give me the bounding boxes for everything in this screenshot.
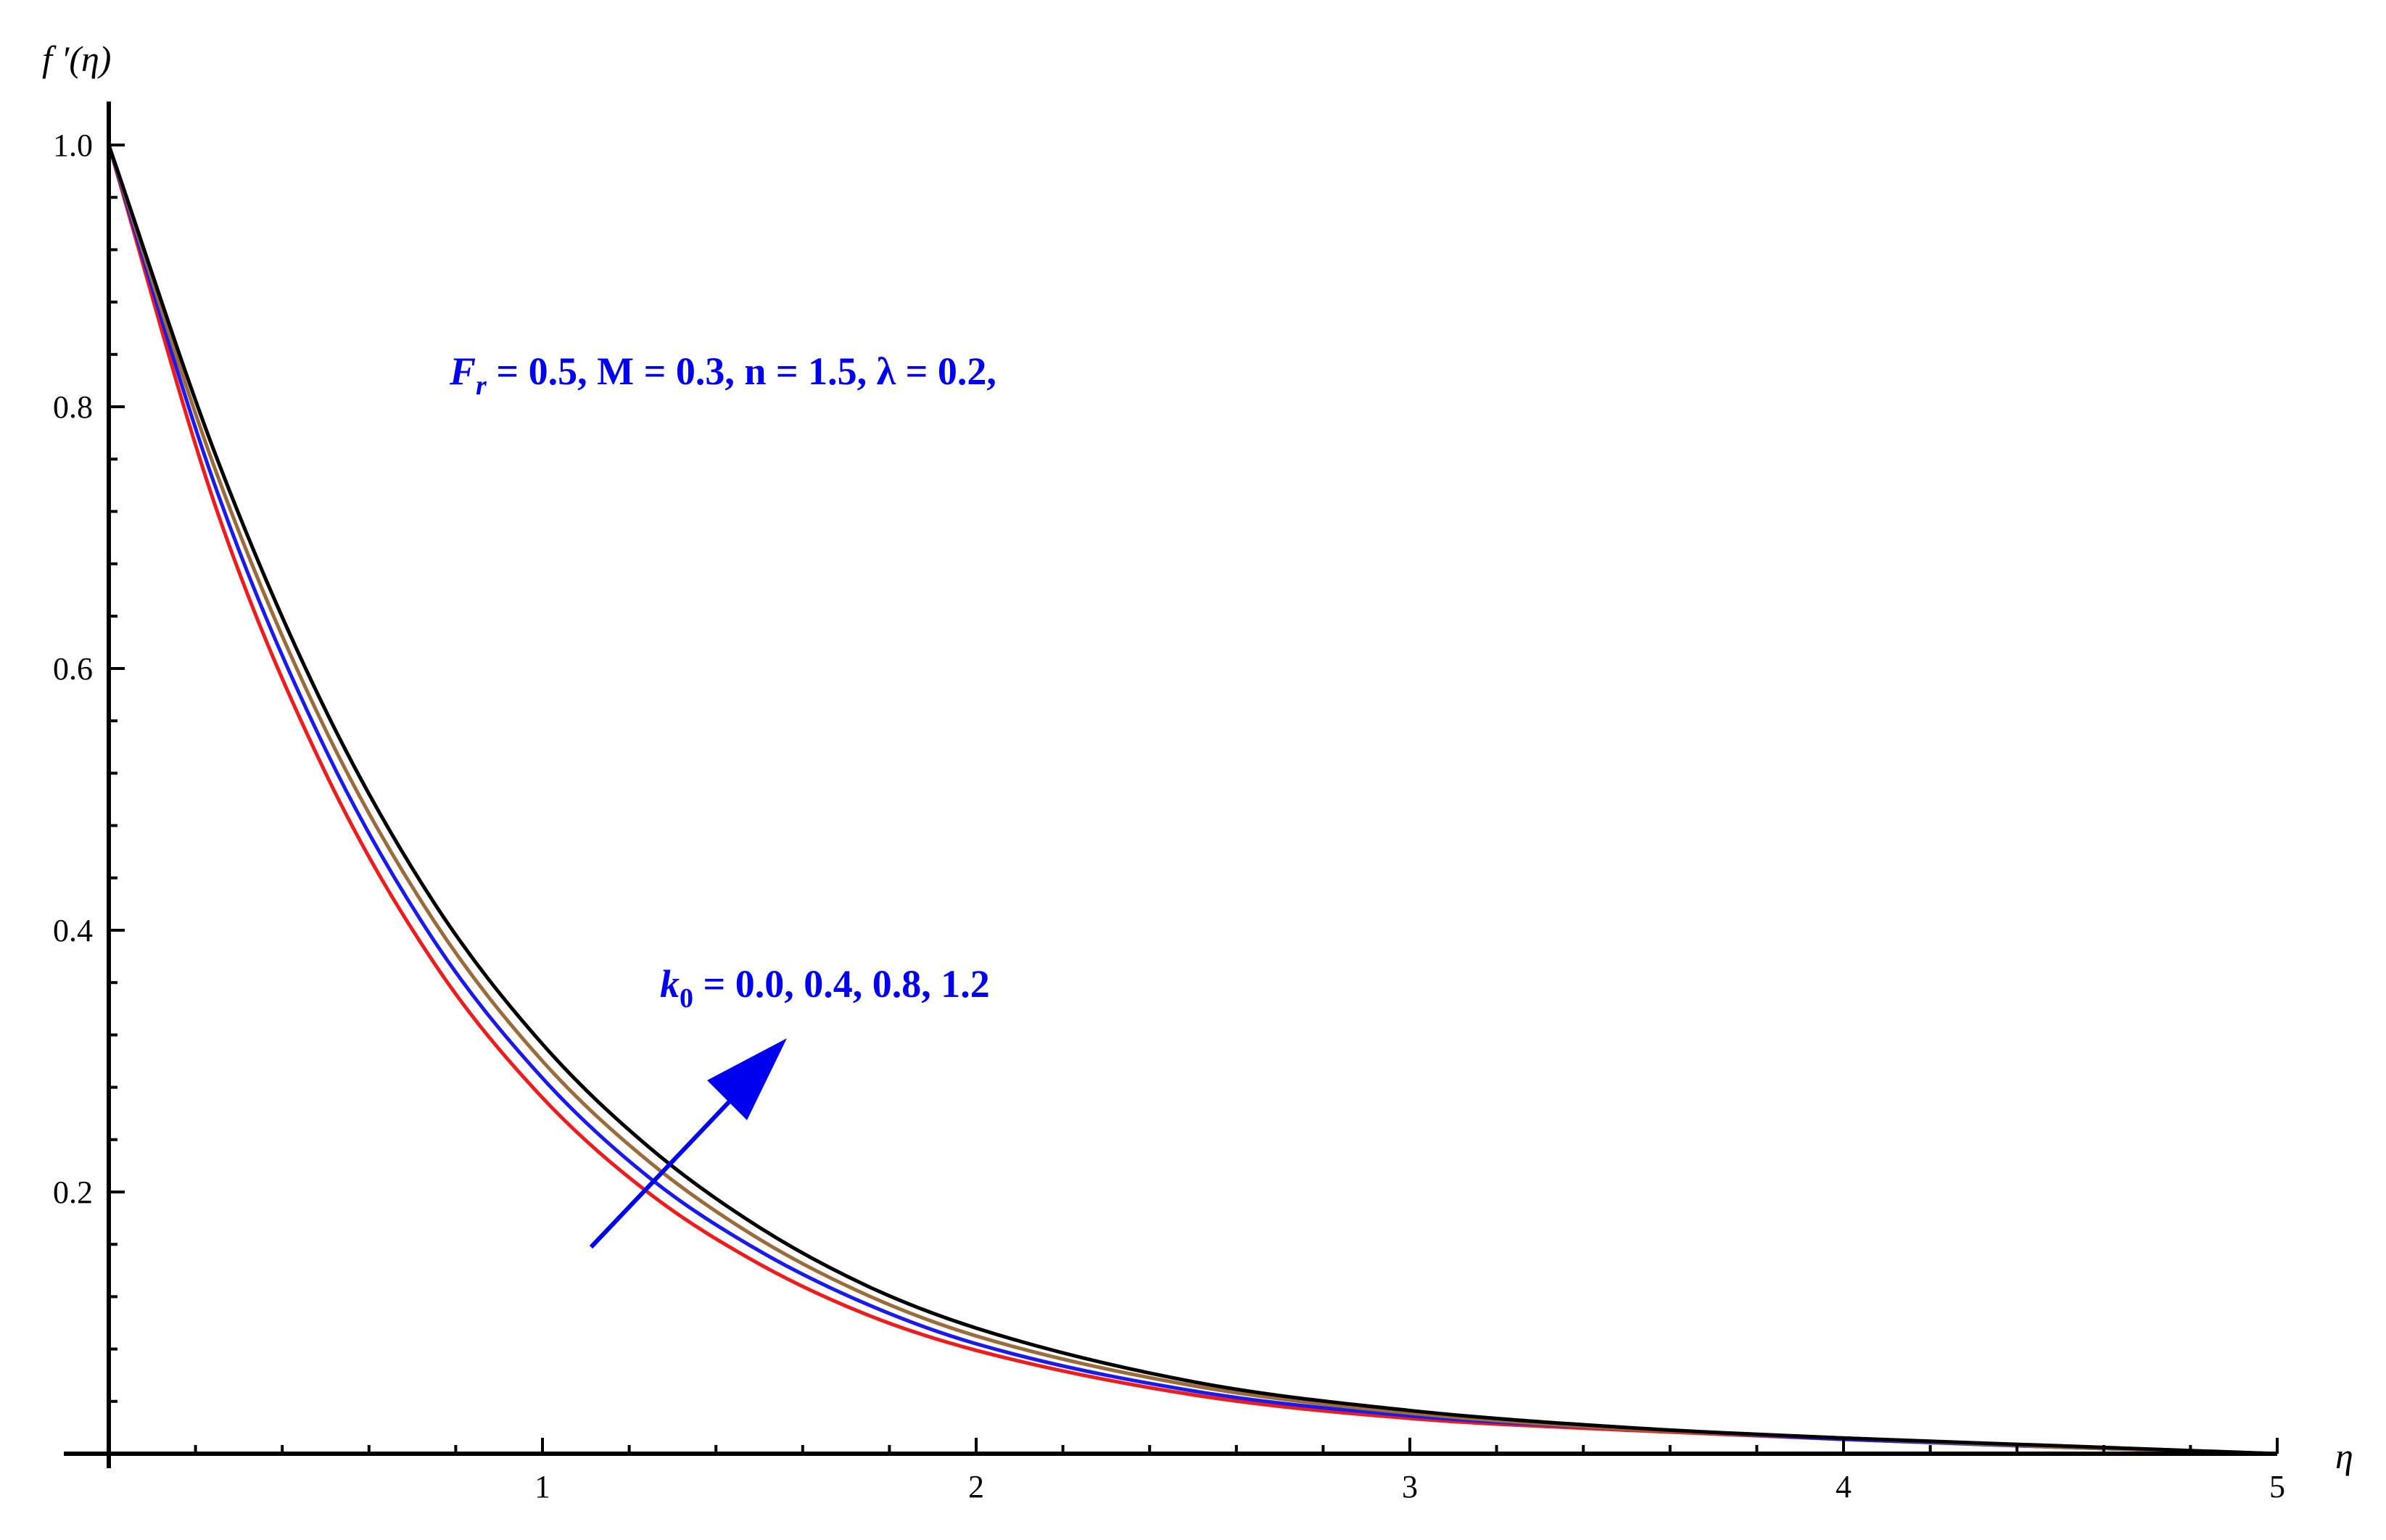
x-tick-label: 3 [1402,1469,1418,1504]
k-symbol: k [660,962,680,1006]
k0-annotation: k0 = 0.0, 0.4, 0.8, 1.2 [660,962,990,1014]
k-text: = 0.0, 0.4, 0.8, 1.2 [693,962,990,1006]
x-axis-label: η [2335,1436,2353,1476]
y-tick-label: 0.8 [53,389,93,425]
y-axis-label: f ′(η) [42,38,111,79]
series-line-2 [107,144,2278,1456]
x-tick-label: 5 [2269,1469,2285,1504]
series-line-0 [107,144,2278,1456]
arrow-head [707,1038,787,1120]
x-tick-label: 1 [534,1469,550,1504]
parameters-annotation: Fr = 0.5, M = 0.3, n = 1.5, λ = 0.2, [449,349,996,401]
axes-layer [64,102,2277,1468]
labels-layer: 1 2 3 4 5 0.2 0.4 0.6 0.8 1.0 [53,128,2285,1504]
k-subscript: 0 [680,983,693,1014]
params-symbol: F [449,349,476,393]
y-tick-label: 1.0 [53,128,93,163]
y-tick-label: 0.4 [53,913,93,948]
series-line-1 [107,144,2278,1456]
params-subscript: r [476,370,487,401]
x-tick-label: 4 [1836,1469,1852,1504]
ticks-layer [109,144,2279,1454]
series-line-3 [107,144,2278,1456]
y-tick-label: 0.6 [53,651,93,687]
series-layer [107,144,2278,1456]
params-text: = 0.5, M = 0.3, n = 1.5, λ = 0.2, [487,349,996,393]
direction-arrow [589,1038,787,1249]
arrow-shaft [589,1100,731,1249]
y-tick-label: 0.2 [53,1175,93,1210]
x-tick-label: 2 [968,1469,984,1504]
